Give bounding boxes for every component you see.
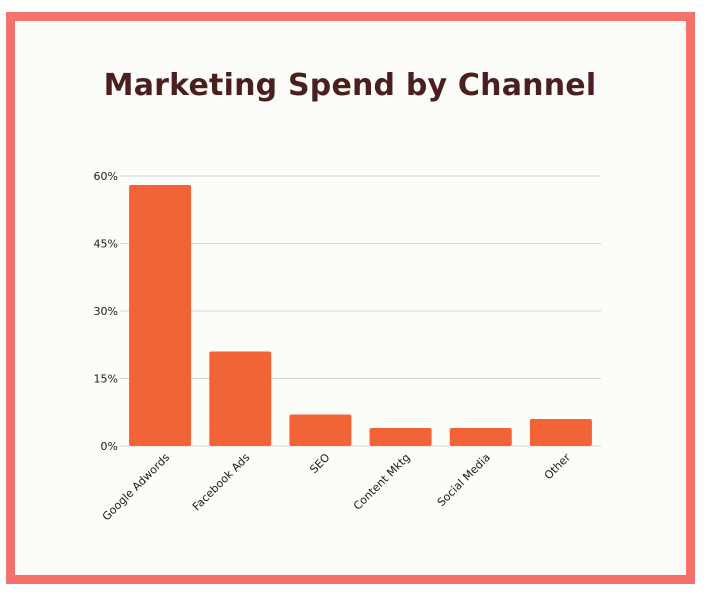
x-tick-label: Other — [542, 451, 574, 483]
x-tick-label: Facebook Ads — [190, 451, 253, 514]
y-tick-label: 0% — [101, 440, 118, 453]
bars — [129, 185, 592, 446]
bar — [289, 414, 352, 446]
bar — [129, 185, 192, 446]
x-axis-labels: Google Adwords Facebook Ads SEO Content Mkt… — [100, 451, 574, 524]
x-tick-label: Google Adwords — [100, 451, 173, 524]
chart-title: Marketing Spend by Channel — [103, 68, 597, 103]
bar — [529, 419, 592, 446]
y-tick-label: 60% — [94, 170, 118, 183]
x-tick-label: Content Mktg — [351, 451, 413, 513]
y-tick-label: 15% — [94, 373, 118, 386]
gridlines — [120, 175, 601, 447]
chart-frame — [6, 12, 695, 584]
bar — [209, 351, 272, 446]
y-tick-label: 30% — [94, 305, 118, 318]
y-tick-label: 45% — [94, 238, 118, 251]
x-tick-label: Social Media — [435, 451, 493, 509]
y-axis-labels: 0% 15% 30% 45% 60% — [94, 170, 118, 453]
bar — [369, 428, 432, 446]
bar — [449, 428, 512, 446]
x-tick-label: SEO — [307, 451, 332, 476]
